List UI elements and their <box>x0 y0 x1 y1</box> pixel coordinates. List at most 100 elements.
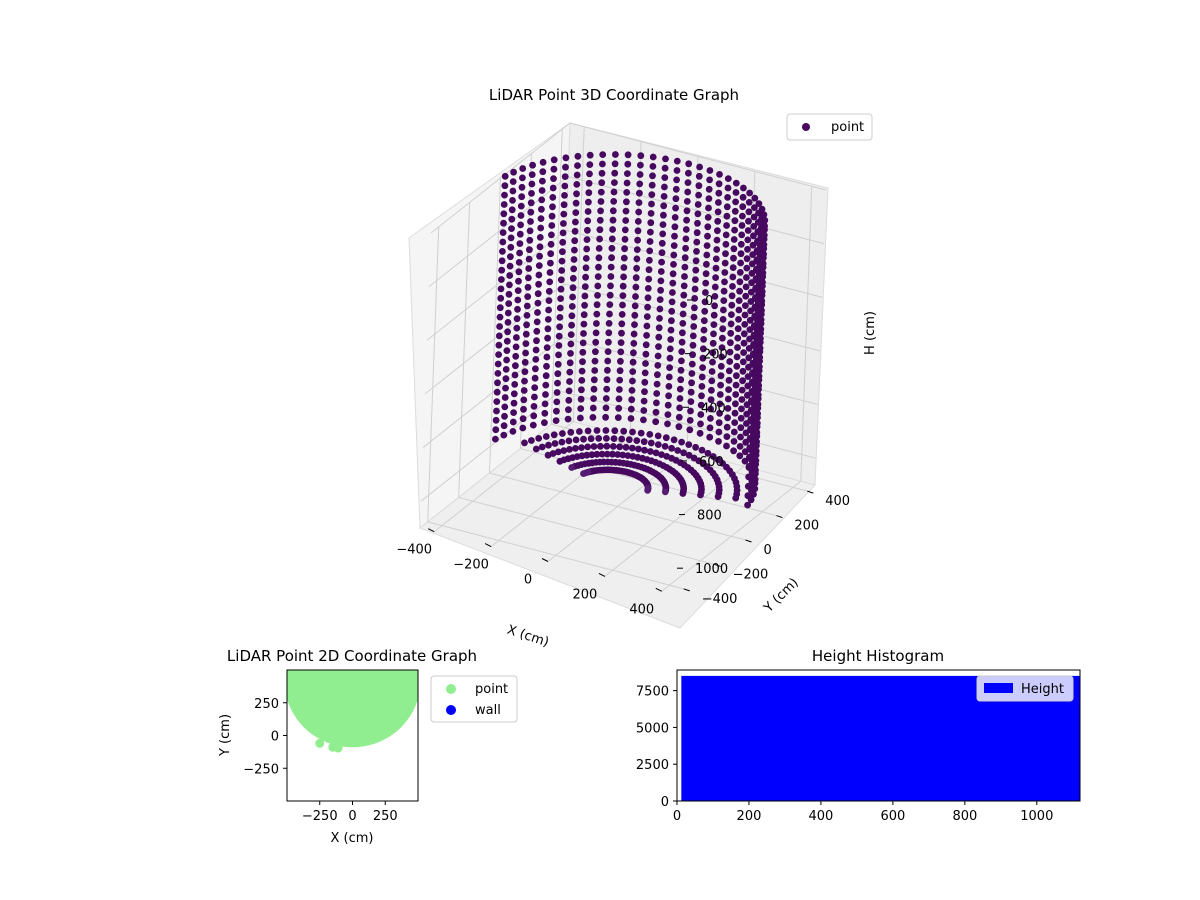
scatter-point <box>573 190 580 198</box>
scatter-point <box>642 350 650 358</box>
grid-line <box>567 176 825 245</box>
scatter-point <box>557 295 564 302</box>
scatter-point <box>751 194 759 202</box>
scatter-point <box>577 405 585 412</box>
tick-label: −250 <box>243 762 279 777</box>
scatter-point <box>735 297 743 304</box>
scatter-point <box>536 252 543 260</box>
scatter-point <box>714 217 722 225</box>
scatter-point <box>669 279 677 287</box>
plot3d-x-label: X (cm) <box>505 623 551 651</box>
scatter-point <box>654 371 661 379</box>
scatter-point <box>648 181 656 189</box>
scatter-point <box>593 310 601 318</box>
scatter-point <box>672 195 680 203</box>
scatter-point <box>514 287 522 294</box>
scatter-point <box>624 170 631 178</box>
scatter-point <box>680 301 687 308</box>
scatter-point <box>501 172 509 180</box>
scatter-point <box>710 321 718 328</box>
scatter-point <box>630 330 638 338</box>
scatter-point <box>682 235 690 243</box>
tick-mark <box>427 528 435 533</box>
scatter-point <box>744 482 752 490</box>
scatter-point <box>621 235 629 243</box>
scatter-point <box>688 370 696 377</box>
scatter-point <box>508 225 515 233</box>
scatter-point <box>531 374 539 382</box>
scatter-point <box>717 381 724 389</box>
scatter-point <box>715 199 722 206</box>
scatter-point <box>714 227 721 235</box>
scatter-point <box>758 205 766 213</box>
scatter-point <box>653 390 661 397</box>
scatter-point <box>730 254 737 262</box>
scatter-point <box>687 388 695 396</box>
scatter-point <box>580 320 588 328</box>
tick-label: −400 <box>702 592 738 607</box>
scatter-point <box>578 367 586 375</box>
scatter-point <box>520 405 527 413</box>
scatter-point <box>653 380 661 388</box>
scatter-point <box>611 169 619 177</box>
scatter-point <box>687 398 695 405</box>
scatter-point <box>535 271 543 279</box>
scatter-point <box>595 254 603 262</box>
scatter-point <box>708 368 716 375</box>
scatter-point <box>665 373 673 381</box>
scatter-point <box>739 358 747 366</box>
scatter-point <box>738 396 746 403</box>
scatter-point <box>685 160 693 168</box>
scatter-point <box>315 738 325 748</box>
scatter-point <box>711 302 718 310</box>
scatter-point <box>710 311 718 319</box>
tick-mark <box>541 558 549 562</box>
scatter-point <box>544 451 552 459</box>
scatter-point <box>554 360 562 368</box>
scatter-point <box>752 276 760 284</box>
scatter-point <box>654 362 662 369</box>
scatter-point <box>744 245 751 253</box>
scatter-point <box>550 165 558 173</box>
scatter-point <box>667 336 675 343</box>
scatter-point <box>644 294 652 302</box>
scatter-point <box>530 403 538 410</box>
scatter-point <box>579 358 586 366</box>
scatter-point <box>503 356 510 364</box>
scatter-point <box>643 332 650 339</box>
scatter-point <box>670 261 677 268</box>
scatter-point <box>679 490 687 497</box>
scatter-point <box>597 198 605 205</box>
scatter-point <box>726 358 734 365</box>
scatter-point <box>570 256 578 263</box>
scatter-point <box>501 182 509 190</box>
scatter-point <box>629 368 637 375</box>
scatter-point <box>700 317 708 325</box>
scatter-point <box>507 253 514 261</box>
scatter-point <box>492 416 500 424</box>
scatter-point <box>499 248 506 255</box>
scatter-point <box>704 232 711 240</box>
scatter-point <box>656 305 664 313</box>
scatter-point <box>724 414 731 422</box>
scatter-point <box>622 443 630 451</box>
grid-line <box>661 480 802 592</box>
scatter-point <box>712 255 720 263</box>
scatter-point <box>513 315 521 323</box>
scatter-point <box>652 449 660 457</box>
scatter-point <box>727 339 734 347</box>
scatter-point <box>722 240 730 248</box>
plot2d-point-region <box>287 670 418 753</box>
tick-label: 1000 <box>1020 809 1053 824</box>
scatter-point <box>761 216 769 224</box>
scatter-point <box>716 409 723 417</box>
legend-label-height: Height <box>1021 682 1064 697</box>
scatter-point <box>725 367 733 375</box>
scatter-point <box>609 450 616 458</box>
scatter-point <box>623 198 630 206</box>
scatter-point <box>580 311 588 319</box>
scatter-point <box>559 229 567 237</box>
scatter-point <box>716 391 724 398</box>
scatter-point <box>708 377 716 385</box>
